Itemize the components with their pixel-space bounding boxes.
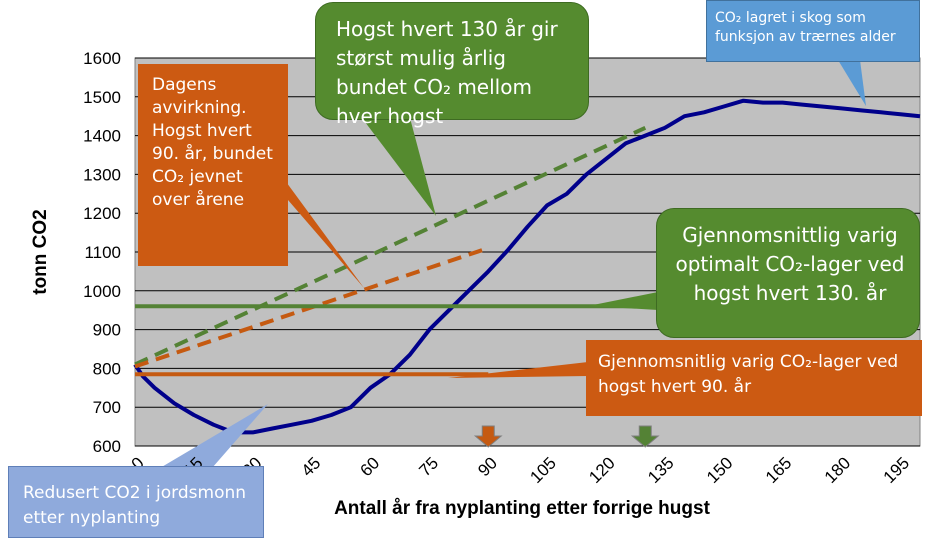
pointer-current-harvest bbox=[270, 160, 364, 288]
callout-optimal-storage: Gjennomsnittlig varig optimalt CO₂-lager… bbox=[656, 208, 920, 338]
y-tick-label: 700 bbox=[93, 398, 121, 417]
harvest-marker-90 bbox=[473, 425, 503, 448]
y-tick-label: 800 bbox=[93, 359, 121, 378]
callout-130-year-harvest-text: Hogst hvert 130 år gir størst mulig årli… bbox=[336, 17, 558, 128]
markers bbox=[473, 425, 660, 448]
series bbox=[133, 98, 921, 435]
pointer-90-year-storage bbox=[448, 362, 588, 378]
y-tick-label: 1200 bbox=[83, 204, 121, 223]
series-line-0 bbox=[133, 98, 921, 435]
callout-pointers bbox=[160, 60, 866, 468]
series-line-1 bbox=[134, 125, 647, 367]
callout-90-year-storage: Gjennomsnitlig varig CO₂-lager ved hogst… bbox=[586, 340, 922, 416]
y-tick-label: 1000 bbox=[83, 282, 121, 301]
callout-forest-storage: CO₂ lagret i skog som funksjon av trærne… bbox=[706, 0, 920, 62]
callout-optimal-storage-text: Gjennomsnittlig varig optimalt CO₂-lager… bbox=[675, 223, 905, 305]
y-tick-label: 1100 bbox=[84, 243, 121, 262]
callout-current-harvest: Dagens avvirkning. Hogst hvert 90. år, b… bbox=[138, 64, 288, 266]
y-tick-label: 900 bbox=[93, 321, 121, 340]
callout-forest-storage-text: CO₂ lagret i skog som funksjon av trærne… bbox=[715, 10, 896, 45]
callout-130-year-harvest: Hogst hvert 130 år gir størst mulig årli… bbox=[315, 2, 589, 128]
harvest-marker-130 bbox=[630, 425, 660, 448]
y-axis-label: tonn CO2 bbox=[30, 209, 51, 295]
pointer-soil-co2 bbox=[160, 404, 268, 468]
pointer-130-year-harvest bbox=[362, 118, 436, 216]
y-tick-label: 600 bbox=[93, 437, 121, 456]
callout-soil-co2-text: Redusert CO2 i jordsmonn etter nyplantin… bbox=[23, 483, 247, 528]
callout-soil-co2: Redusert CO2 i jordsmonn etter nyplantin… bbox=[8, 466, 264, 538]
y-tick-label: 1500 bbox=[83, 88, 121, 107]
pointer-forest-storage bbox=[838, 60, 866, 106]
pointer-optimal-storage bbox=[588, 292, 658, 310]
callout-current-harvest-text: Dagens avvirkning. Hogst hvert 90. år, b… bbox=[152, 75, 273, 210]
y-tick-label: 1400 bbox=[83, 127, 121, 146]
y-tick-labels: 600 700 800 900 1000 1100 1200 1300 1400 1500 1600 bbox=[83, 49, 121, 456]
callout-90-year-storage-text: Gjennomsnitlig varig CO₂-lager ved hogst… bbox=[598, 352, 899, 397]
x-axis-label: Antall år fra nyplanting etter forrige h… bbox=[334, 498, 710, 519]
y-tick-label: 1600 bbox=[83, 49, 121, 68]
y-tick-label: 1300 bbox=[83, 165, 121, 184]
